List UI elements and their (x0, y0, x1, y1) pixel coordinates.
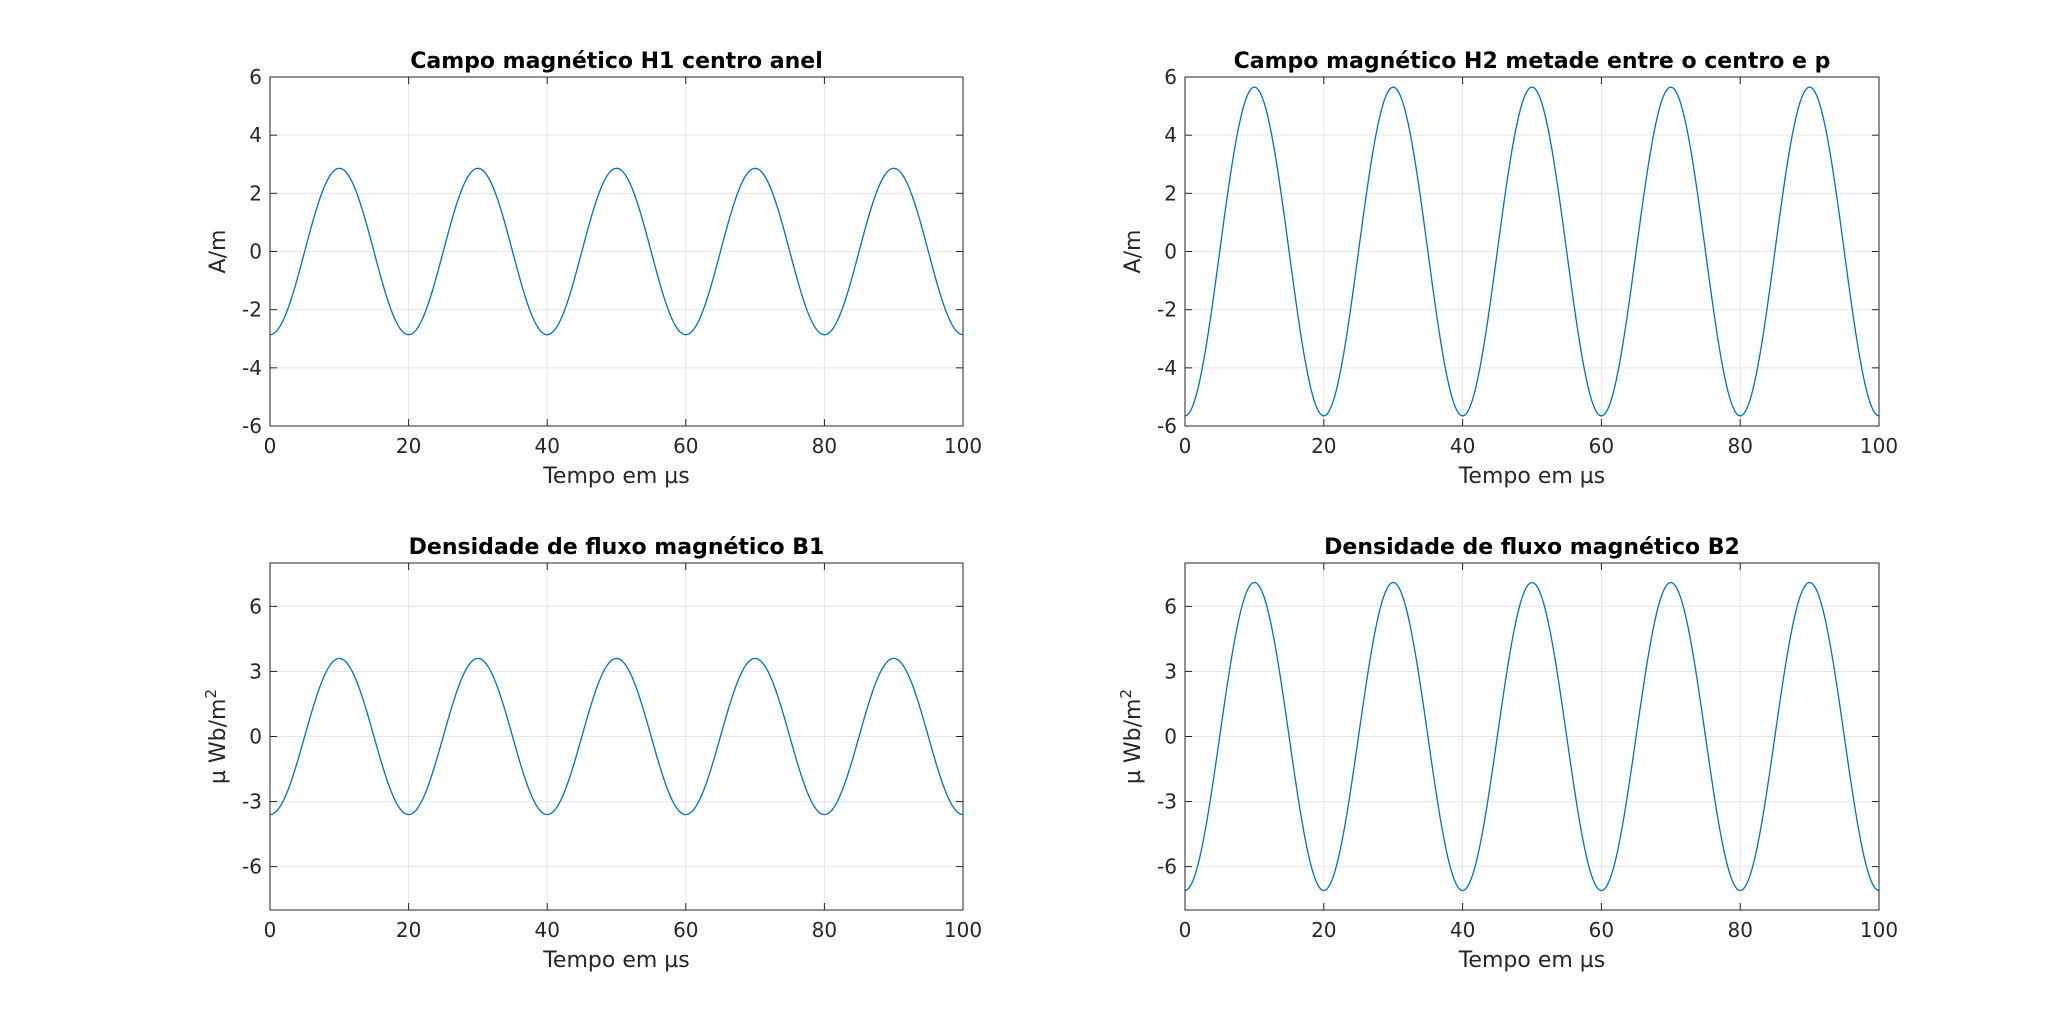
y-axis-label: A/m (1121, 230, 1146, 274)
x-tick-label: 80 (812, 918, 837, 942)
x-axis-label: Tempo em µs (542, 948, 690, 973)
y-tick-label: -3 (1157, 790, 1177, 814)
series-line-1 (269, 657, 964, 816)
x-tick-label: 80 (812, 434, 837, 458)
y-tick-label: 6 (1164, 594, 1177, 618)
y-axis-label: A/m (206, 230, 231, 274)
x-tick-label: 80 (1727, 434, 1752, 458)
x-tick-label: 40 (534, 918, 559, 942)
y-tick-label: -3 (242, 790, 262, 814)
chart-title: Densidade de fluxo magnético B1 (409, 535, 825, 560)
y-tick-label: 6 (249, 65, 262, 89)
y-axis-label: µ Wb/m2 (202, 689, 231, 784)
chart-title: Campo magnético H1 centro anel (410, 49, 823, 74)
x-tick-label: 60 (673, 918, 698, 942)
x-axis-label: Tempo em µs (542, 464, 690, 489)
y-tick-label: -6 (1157, 855, 1177, 879)
y-axis-label: µ Wb/m2 (1117, 689, 1146, 784)
y-tick-label: 0 (249, 240, 262, 264)
x-axis-label: Tempo em µs (1458, 948, 1606, 973)
x-tick-label: 80 (1727, 918, 1752, 942)
x-tick-label: 60 (1589, 918, 1614, 942)
y-tick-label: -6 (1157, 414, 1177, 438)
y-tick-label: 2 (1164, 181, 1177, 205)
y-tick-label: 4 (1164, 123, 1177, 147)
chart-title: Campo magnético H2 metade entre o centro… (1234, 49, 1831, 74)
series-line-1 (1184, 581, 1880, 892)
x-axis-label: Tempo em µs (1458, 464, 1606, 489)
y-tick-label: 6 (249, 594, 262, 618)
x-tick-label: 100 (1860, 434, 1898, 458)
y-tick-label: -4 (1157, 356, 1177, 380)
y-tick-label: 0 (1164, 725, 1177, 749)
x-tick-label: 60 (1589, 434, 1614, 458)
chart-panel-4: 0 20 40 60 80 100 -6 -3 0 3 6 Densidade de fluxo ma… (1117, 535, 1898, 973)
x-tick-label: 40 (534, 434, 559, 458)
x-tick-label: 100 (944, 918, 982, 942)
x-tick-label: 40 (1450, 434, 1475, 458)
series-line-1 (1184, 86, 1880, 417)
chart-title: Densidade de fluxo magnético B2 (1324, 535, 1740, 560)
x-tick-label: 0 (264, 434, 277, 458)
y-tick-label: 3 (1164, 659, 1177, 683)
y-tick-label: 4 (249, 123, 262, 147)
x-tick-label: 40 (1450, 918, 1475, 942)
y-tick-label: 3 (249, 659, 262, 683)
y-tick-label: 2 (249, 181, 262, 205)
y-tick-label: 0 (249, 725, 262, 749)
x-tick-label: 100 (944, 434, 982, 458)
x-tick-label: 0 (1179, 434, 1192, 458)
y-tick-label: -4 (242, 356, 262, 380)
y-tick-label: 0 (1164, 240, 1177, 264)
x-tick-label: 0 (264, 918, 277, 942)
x-tick-label: 20 (1311, 918, 1336, 942)
x-tick-label: 20 (396, 434, 421, 458)
chart-panel-2: 0 20 40 60 80 100 -6 -4 -2 0 2 4 6 Campo magnético H2… (1121, 49, 1898, 489)
x-tick-label: 0 (1179, 918, 1192, 942)
y-tick-label: -2 (242, 298, 262, 322)
y-tick-label: -6 (242, 414, 262, 438)
y-tick-label: -2 (1157, 298, 1177, 322)
x-tick-label: 100 (1860, 918, 1898, 942)
chart-panel-1: 0 20 40 60 80 100 -6 -4 -2 0 2 4 6 Campo magnético H1… (206, 49, 982, 489)
chart-panel-3: 0 20 40 60 80 100 -6 -3 0 3 6 Densidade de fluxo ma… (202, 535, 982, 973)
x-tick-label: 60 (673, 434, 698, 458)
x-tick-label: 20 (396, 918, 421, 942)
y-tick-label: 6 (1164, 65, 1177, 89)
series-line-1 (269, 167, 964, 336)
x-tick-label: 20 (1311, 434, 1336, 458)
y-tick-label: -6 (242, 855, 262, 879)
